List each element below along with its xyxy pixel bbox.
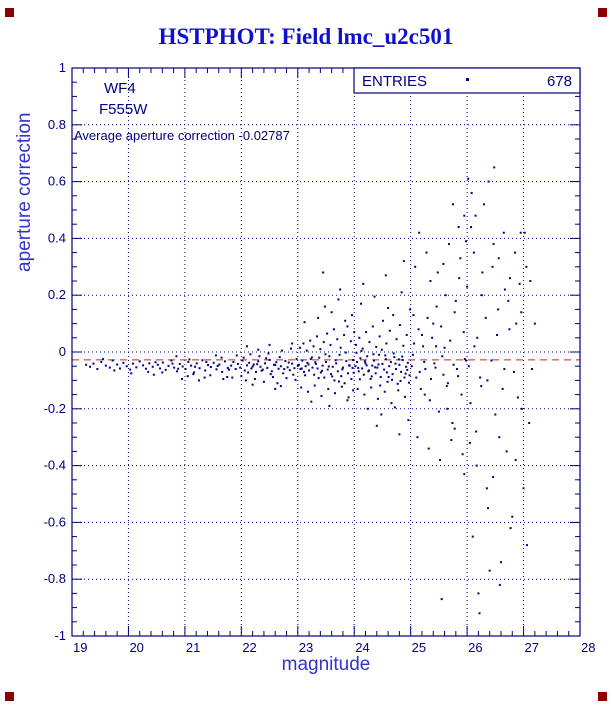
svg-text:-0.8: -0.8 — [44, 571, 66, 586]
svg-text:24: 24 — [355, 640, 369, 655]
page-title: HSTPHOT: Field lmc_u2c501 — [159, 24, 454, 49]
svg-text:21: 21 — [186, 640, 200, 655]
corner-marker-bottom-right — [598, 692, 607, 701]
svg-text:-0.2: -0.2 — [44, 401, 66, 416]
legend-entries-label: ENTRIES — [362, 73, 427, 90]
svg-text:28: 28 — [581, 640, 595, 655]
legend-entries-value: 678 — [547, 73, 572, 90]
detector-label: WF4 — [104, 80, 136, 97]
axis-frame — [71, 67, 581, 637]
corner-marker-top-left — [5, 8, 14, 17]
svg-text:25: 25 — [412, 640, 426, 655]
y-axis-title: aperture correction — [14, 113, 35, 272]
average-correction-label: Average aperture correction -0.02787 — [74, 128, 290, 143]
legend-marker-dot-icon — [466, 78, 469, 81]
svg-text:0.6: 0.6 — [48, 174, 66, 189]
svg-text:1: 1 — [59, 60, 66, 75]
svg-text:22: 22 — [242, 640, 256, 655]
svg-text:0: 0 — [59, 344, 66, 359]
svg-text:0.4: 0.4 — [48, 230, 66, 245]
svg-text:-0.6: -0.6 — [44, 514, 66, 529]
svg-text:26: 26 — [468, 640, 482, 655]
svg-text:23: 23 — [299, 640, 313, 655]
corner-marker-top-right — [598, 8, 607, 17]
svg-text:0.8: 0.8 — [48, 117, 66, 132]
svg-text:-1: -1 — [54, 628, 66, 643]
svg-text:19: 19 — [73, 640, 87, 655]
filter-label: F555W — [99, 101, 148, 118]
svg-text:0.2: 0.2 — [48, 287, 66, 302]
svg-text:20: 20 — [129, 640, 143, 655]
corner-marker-bottom-left — [5, 692, 14, 701]
svg-text:-0.4: -0.4 — [44, 458, 66, 473]
x-axis-title: magnitude — [282, 654, 371, 675]
svg-text:27: 27 — [525, 640, 539, 655]
